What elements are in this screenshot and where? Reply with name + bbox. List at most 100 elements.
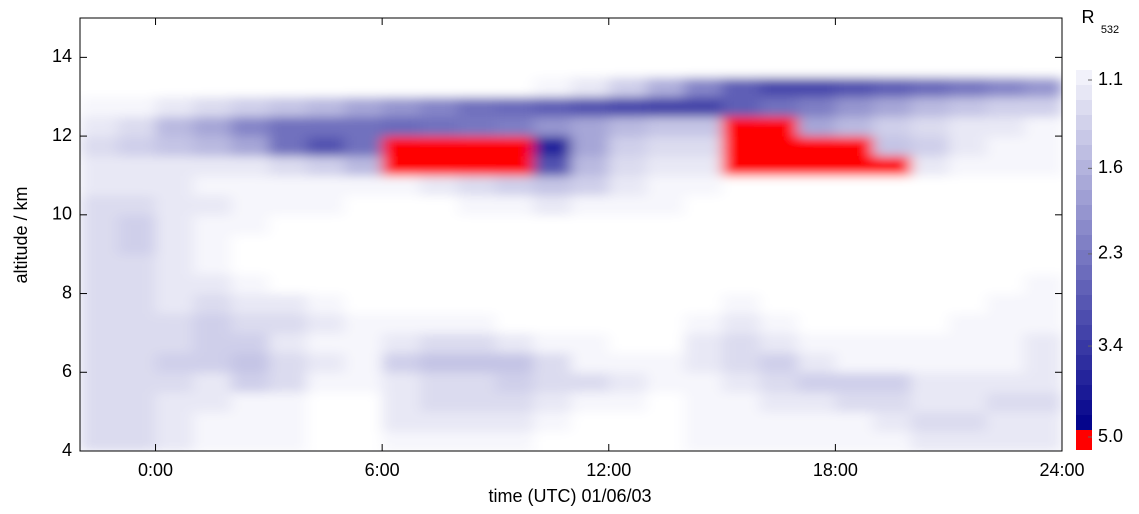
heat-cell bbox=[117, 234, 157, 255]
heat-cell bbox=[382, 18, 421, 39]
heat-cell bbox=[344, 372, 383, 393]
heat-cell bbox=[231, 195, 270, 216]
heat-cell bbox=[722, 96, 761, 117]
heat-cell bbox=[759, 332, 799, 354]
heat-cell bbox=[495, 313, 534, 334]
heat-cell bbox=[495, 254, 534, 275]
heat-cell bbox=[382, 195, 421, 216]
heat-cell bbox=[193, 391, 232, 413]
heat-cell bbox=[986, 234, 1025, 255]
heat-cell bbox=[571, 234, 610, 255]
heat-cell bbox=[495, 214, 534, 235]
heat-cell bbox=[1024, 234, 1062, 255]
heat-cell bbox=[495, 37, 534, 58]
heat-cell bbox=[684, 352, 723, 373]
heat-cell bbox=[306, 195, 345, 216]
heat-cell bbox=[155, 77, 194, 98]
heat-cell bbox=[344, 273, 383, 295]
heat-cell bbox=[797, 391, 836, 413]
heat-cell bbox=[608, 96, 648, 117]
heat-cell bbox=[948, 195, 987, 216]
heat-cell bbox=[80, 57, 119, 78]
heat-cell bbox=[231, 37, 270, 58]
heat-cell bbox=[1024, 18, 1062, 39]
heat-cell bbox=[759, 431, 799, 451]
heat-cell bbox=[80, 155, 119, 176]
heat-cell bbox=[608, 155, 648, 176]
heat-cell bbox=[835, 136, 874, 157]
heat-cell bbox=[382, 273, 421, 295]
heat-cell bbox=[646, 431, 685, 451]
heat-cell bbox=[193, 96, 232, 117]
heat-cell bbox=[80, 352, 119, 373]
heat-cell bbox=[759, 96, 799, 117]
heat-cell bbox=[268, 313, 308, 334]
heat-cell bbox=[948, 37, 987, 58]
colorbar-step bbox=[1076, 160, 1092, 176]
heat-cell bbox=[231, 431, 270, 451]
heat-cell bbox=[948, 372, 987, 393]
heat-cell bbox=[193, 431, 232, 451]
heat-cell bbox=[306, 254, 345, 275]
heat-cell bbox=[910, 352, 950, 373]
heat-cell bbox=[495, 352, 534, 373]
heat-cell bbox=[759, 18, 799, 39]
heat-cell bbox=[684, 57, 723, 78]
heat-cell bbox=[80, 214, 119, 235]
heat-cell bbox=[986, 96, 1025, 117]
heat-cell bbox=[1024, 372, 1062, 393]
heat-cell bbox=[722, 254, 761, 275]
heat-cell bbox=[835, 352, 874, 373]
heat-cell bbox=[797, 195, 836, 216]
heat-cell bbox=[231, 391, 270, 413]
heat-cell bbox=[419, 431, 459, 451]
heat-cell bbox=[495, 391, 534, 413]
heat-cell bbox=[231, 77, 270, 98]
heat-cell bbox=[646, 332, 685, 354]
heat-cell bbox=[759, 116, 799, 137]
heat-cell bbox=[571, 195, 610, 216]
heat-cell bbox=[344, 116, 383, 137]
heat-cell bbox=[759, 57, 799, 78]
heat-cell bbox=[1024, 77, 1062, 98]
heat-cell bbox=[117, 136, 157, 157]
heat-cell bbox=[873, 195, 912, 216]
heat-cell bbox=[382, 372, 421, 393]
heat-cell bbox=[344, 391, 383, 413]
heat-cell bbox=[117, 77, 157, 98]
heat-cell bbox=[873, 273, 912, 295]
heat-cell bbox=[344, 352, 383, 373]
heat-cell bbox=[948, 175, 987, 196]
heat-cell bbox=[268, 391, 308, 413]
heat-cell bbox=[571, 37, 610, 58]
heat-cell bbox=[231, 332, 270, 354]
heat-cell bbox=[873, 391, 912, 413]
heat-cell bbox=[759, 37, 799, 58]
heat-cell bbox=[193, 37, 232, 58]
heat-cell bbox=[910, 332, 950, 354]
colorbar-tick-label: 1.1 bbox=[1098, 69, 1123, 89]
heat-cell bbox=[419, 136, 459, 157]
heat-cell bbox=[986, 175, 1025, 196]
heat-cell bbox=[419, 411, 459, 432]
heat-cell bbox=[759, 234, 799, 255]
heat-cell bbox=[835, 116, 874, 137]
heat-cell bbox=[117, 273, 157, 295]
heat-cell bbox=[533, 37, 572, 58]
heat-cell bbox=[571, 431, 610, 451]
heat-cell bbox=[382, 352, 421, 373]
heat-cell bbox=[382, 136, 421, 157]
heat-cell bbox=[306, 332, 345, 354]
heat-cell bbox=[684, 214, 723, 235]
heat-cell bbox=[873, 352, 912, 373]
heat-cell bbox=[193, 372, 232, 393]
heat-cell bbox=[722, 234, 761, 255]
heat-cell bbox=[797, 37, 836, 58]
heat-cell bbox=[835, 293, 874, 314]
heat-cell bbox=[684, 372, 723, 393]
heat-cell bbox=[835, 391, 874, 413]
heat-cell bbox=[646, 175, 685, 196]
heat-cell bbox=[268, 352, 308, 373]
heat-cell bbox=[910, 411, 950, 432]
heat-cell bbox=[722, 195, 761, 216]
